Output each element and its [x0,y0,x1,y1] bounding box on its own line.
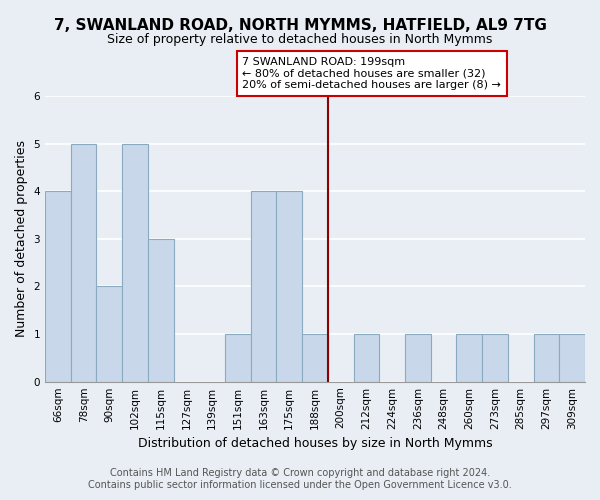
Bar [148,239,173,382]
Y-axis label: Number of detached properties: Number of detached properties [15,140,28,338]
Bar [405,334,431,382]
Bar [482,334,508,382]
Bar [302,334,328,382]
Bar [457,334,482,382]
Bar [533,334,559,382]
Bar [559,334,585,382]
Bar [353,334,379,382]
Bar [45,191,71,382]
X-axis label: Distribution of detached houses by size in North Mymms: Distribution of detached houses by size … [138,437,493,450]
Bar [277,191,302,382]
Bar [225,334,251,382]
Text: 7 SWANLAND ROAD: 199sqm
← 80% of detached houses are smaller (32)
20% of semi-de: 7 SWANLAND ROAD: 199sqm ← 80% of detache… [242,57,501,90]
Bar [71,144,97,382]
Bar [122,144,148,382]
Text: 7, SWANLAND ROAD, NORTH MYMMS, HATFIELD, AL9 7TG: 7, SWANLAND ROAD, NORTH MYMMS, HATFIELD,… [53,18,547,32]
Text: Contains HM Land Registry data © Crown copyright and database right 2024.
Contai: Contains HM Land Registry data © Crown c… [88,468,512,490]
Bar [251,191,277,382]
Bar [97,286,122,382]
Text: Size of property relative to detached houses in North Mymms: Size of property relative to detached ho… [107,32,493,46]
